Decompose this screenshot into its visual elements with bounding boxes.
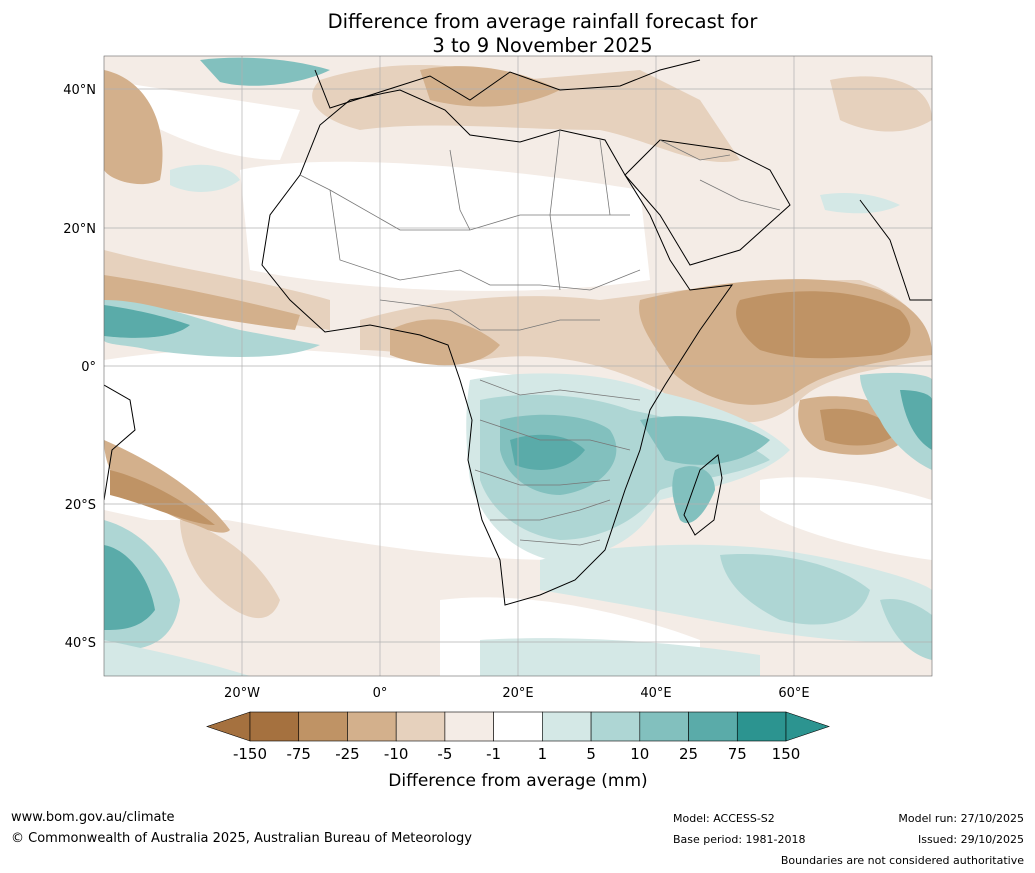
colorbar-label: Difference from average (mm) bbox=[388, 771, 647, 791]
colorbar-tick-label: 25 bbox=[679, 745, 698, 763]
lon-label: 60°E bbox=[778, 686, 809, 701]
europe-coastline bbox=[314, 59, 701, 109]
footer-model: Model: ACCESS-S2 bbox=[673, 812, 775, 825]
lat-label: 0° bbox=[81, 360, 96, 375]
lat-label: 20°S bbox=[65, 498, 96, 513]
coastlines bbox=[104, 59, 932, 606]
lat-label: 40°S bbox=[65, 636, 96, 651]
footer-base-period: Base period: 1981-2018 bbox=[673, 833, 806, 846]
colorbar-over-arrow bbox=[785, 711, 830, 742]
africa-coastline bbox=[261, 89, 734, 606]
footer-model-run: Model run: 27/10/2025 bbox=[898, 812, 1024, 825]
footer-copyright: © Commonwealth of Australia 2025, Austra… bbox=[11, 831, 472, 846]
arabian-peninsula-coastline bbox=[624, 139, 791, 266]
colorbar-tick-label: -25 bbox=[335, 745, 360, 763]
lat-label: 40°N bbox=[63, 83, 96, 98]
colorbar-tick-label: -5 bbox=[437, 745, 452, 763]
colorbar-bin bbox=[639, 711, 689, 742]
footer-issued: Issued: 29/10/2025 bbox=[917, 833, 1024, 846]
colorbar-bin bbox=[736, 711, 787, 742]
footer-url[interactable]: www.bom.gov.au/climate bbox=[11, 810, 175, 825]
lat-label: 20°N bbox=[63, 222, 96, 237]
colorbar-tick-label: -150 bbox=[233, 745, 267, 763]
map-title-line2: 3 to 9 November 2025 bbox=[432, 34, 653, 57]
colorbar-bin bbox=[688, 711, 738, 742]
colorbar-tick-label: 75 bbox=[728, 745, 747, 763]
longitude-labels: 20°W 0° 20°E 40°E 60°E bbox=[224, 686, 810, 701]
lon-label: 20°W bbox=[224, 686, 260, 701]
graticule bbox=[104, 56, 932, 676]
lon-label: 0° bbox=[373, 686, 388, 701]
latitude-labels: 40°N 20°N 0° 20°S 40°S bbox=[63, 83, 96, 651]
colorbar-tick-label: 1 bbox=[538, 745, 548, 763]
colorbar-bin bbox=[298, 711, 348, 742]
country-borders bbox=[299, 129, 781, 546]
lon-label: 20°E bbox=[502, 686, 533, 701]
colorbar-bin bbox=[395, 711, 446, 742]
map-title-line1: Difference from average rainfall forecas… bbox=[327, 10, 758, 33]
colorbar-bin bbox=[542, 711, 592, 742]
colorbar-under-arrow bbox=[206, 711, 251, 742]
colorbar-tick-label: -10 bbox=[384, 745, 409, 763]
footer-disclaimer: Boundaries are not considered authoritat… bbox=[780, 854, 1024, 867]
lon-label: 40°E bbox=[640, 686, 671, 701]
colorbar-tick-label: 150 bbox=[772, 745, 801, 763]
colorbar-bin bbox=[493, 711, 543, 742]
madagascar-coastline bbox=[683, 454, 723, 536]
colorbar-bin bbox=[347, 711, 397, 742]
india-coastline bbox=[859, 199, 932, 301]
colorbar: -150 -75 -25 -10 -5 -1 1 5 10 25 75 150 Difference … bbox=[206, 711, 830, 791]
colorbar-tick-label: 10 bbox=[630, 745, 649, 763]
colorbar-tick-label: -75 bbox=[286, 745, 311, 763]
colorbar-tick-label: -1 bbox=[486, 745, 501, 763]
south-america-coastline bbox=[104, 384, 136, 501]
colorbar-bin bbox=[444, 711, 494, 742]
colorbar-bin bbox=[249, 711, 300, 742]
colorbar-bin bbox=[590, 711, 641, 742]
colorbar-tick-label: 5 bbox=[586, 745, 596, 763]
